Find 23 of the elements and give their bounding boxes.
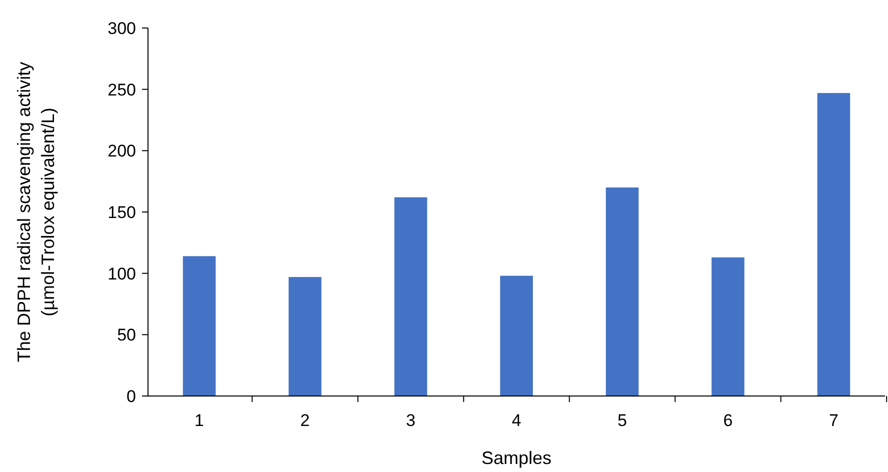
- y-axis-title: The DPPH radical scavenging activity (µmol-Trolox equivalent/L): [14, 62, 58, 362]
- bar: [500, 276, 533, 396]
- y-tick-label: 150: [108, 202, 136, 222]
- bar: [182, 256, 216, 396]
- x-tick-label: 3: [406, 411, 416, 430]
- bar: [288, 277, 322, 396]
- x-tick-label: 6: [723, 411, 733, 430]
- y-tick-label: 200: [108, 142, 136, 161]
- bar: [712, 257, 744, 396]
- x-tick-label: 4: [512, 411, 522, 430]
- x-tick-label: 7: [828, 411, 838, 430]
- bar: [394, 197, 428, 396]
- y-tick-label: 300: [108, 18, 136, 38]
- y-tick-label: 0: [126, 386, 136, 406]
- x-tick-label: 5: [618, 411, 627, 430]
- bar: [817, 93, 850, 396]
- y-tick-label: 50: [117, 326, 136, 345]
- x-tick-label: 2: [300, 411, 310, 430]
- x-axis-title: Samples: [481, 448, 552, 468]
- y-tick-label: 250: [108, 80, 136, 100]
- y-tick-label: 100: [108, 264, 136, 284]
- bar: [606, 187, 639, 396]
- x-tick-label: 1: [194, 411, 204, 430]
